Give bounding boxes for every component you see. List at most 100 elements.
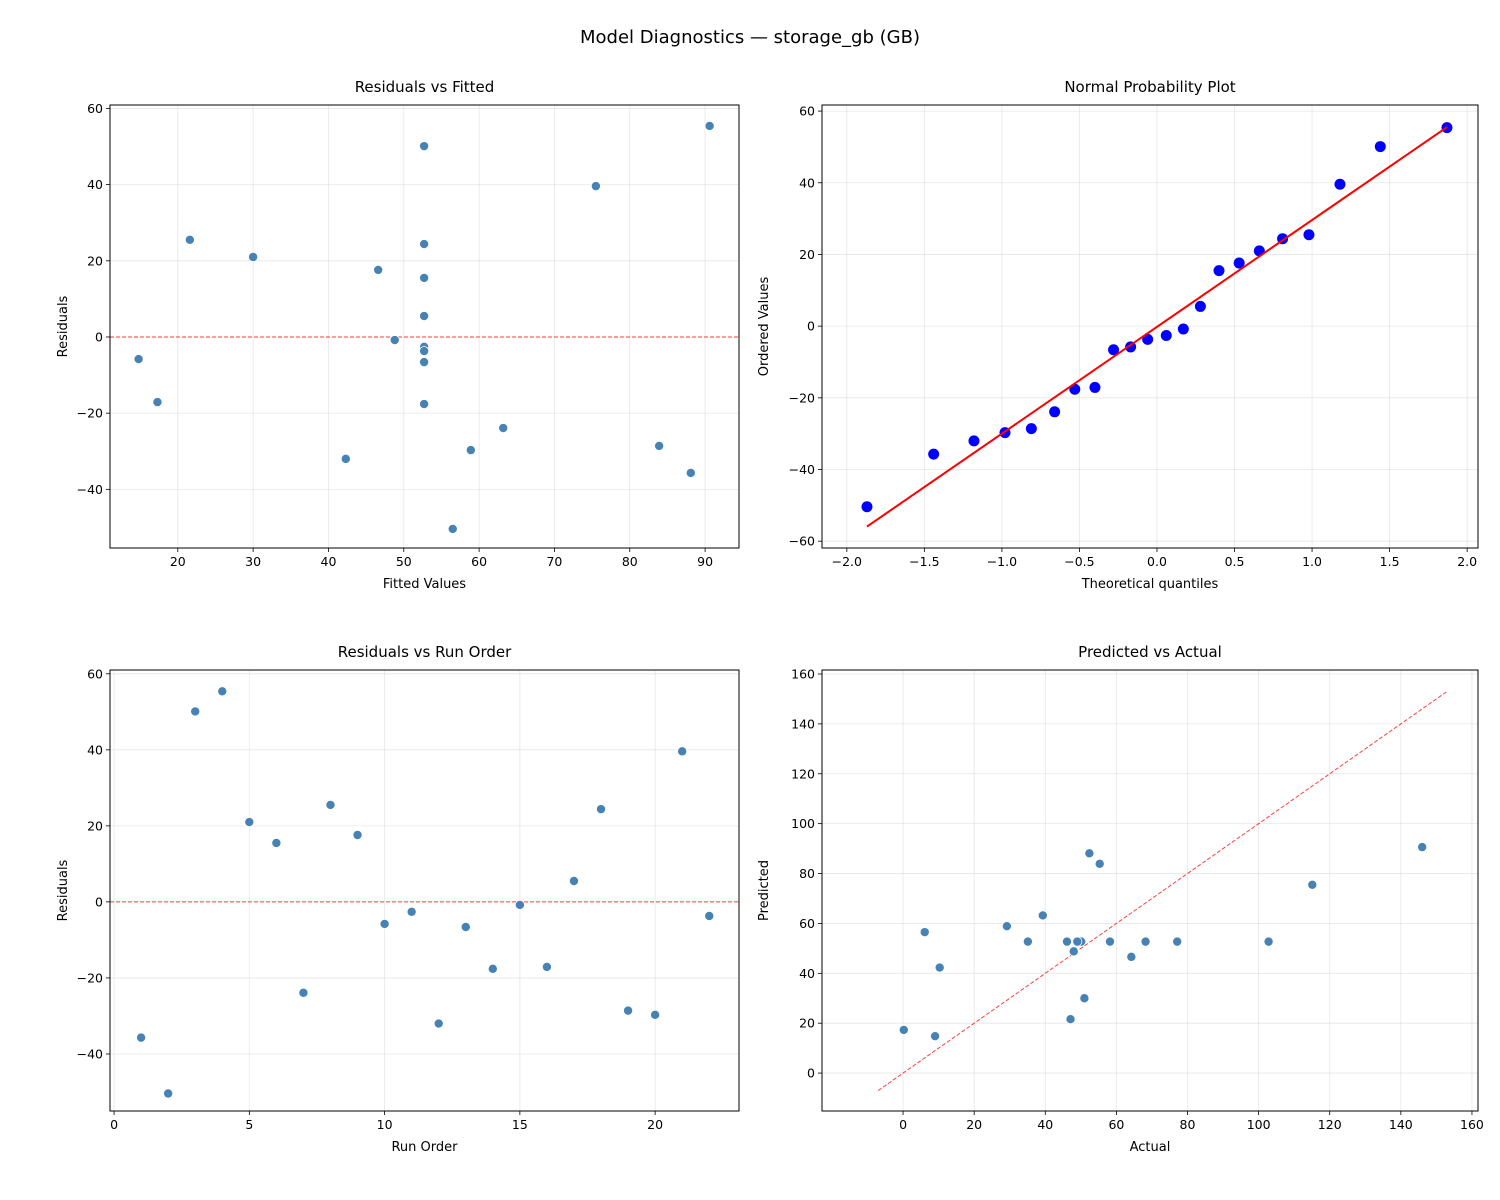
data-point [1108,344,1120,356]
x-tick-label: −2.0 [832,554,862,569]
data-point [352,829,363,840]
data-point [1094,858,1105,869]
y-tick-label: 20 [799,247,815,262]
data-point [298,987,309,998]
y-tick-label: 40 [799,966,815,981]
data-point [1049,406,1061,418]
data-point [419,272,430,283]
y-tick-label: 20 [87,818,103,833]
axes-frame [109,669,740,1112]
x-tick-label: 1.0 [1302,554,1322,569]
y-tick-label: −40 [77,1046,103,1061]
data-point [1374,141,1386,153]
data-point [1140,936,1151,947]
y-tick-label: −20 [77,406,103,421]
data-point [419,239,430,250]
identity-reference-line [877,691,1448,1091]
x-tick-label: 0 [110,1117,118,1132]
data-point [325,799,336,810]
figure-suptitle: Model Diagnostics — storage_gb (GB) [580,27,920,48]
data-point [1126,951,1137,962]
x-tick-label: 80 [622,554,638,569]
data-point [928,448,940,460]
x-axis-label: Fitted Values [383,577,466,592]
data-point [248,251,259,262]
fit-line [866,126,1448,528]
y-tick-label: 0 [807,319,815,334]
y-tick-label: 0 [95,894,103,909]
data-point [1194,300,1206,312]
y-tick-label: −20 [77,970,103,985]
x-tick-label: 20 [647,1117,663,1132]
y-tick-label: 80 [799,866,815,881]
data-point [514,899,525,910]
x-tick-label: 120 [1318,1117,1342,1132]
y-tick-label: 120 [791,766,815,781]
data-point [271,837,282,848]
data-point [685,467,696,478]
y-axis-label: Residuals [56,859,71,921]
data-point [163,1088,174,1099]
subplot-title: Predicted vs Actual [1078,643,1222,661]
data-point [460,921,471,932]
data-point [406,906,417,917]
x-tick-label: −0.5 [1064,554,1094,569]
subplot-title: Residuals vs Fitted [355,78,495,96]
data-point [1334,178,1346,190]
x-tick-label: 60 [471,554,487,569]
data-point [1072,936,1083,947]
x-tick-label: 10 [377,1117,393,1132]
x-tick-label: 50 [396,554,412,569]
data-point [1089,381,1101,393]
residuals-vs-run-order-panel: 0 5 10 15 20 −40 −20 0 20 40 60 Residuals vs Run Or… [56,643,740,1155]
x-tick-label: −1.5 [909,554,939,569]
data-point [1177,323,1189,335]
x-tick-label: 70 [546,554,562,569]
y-tick-label: 20 [799,1016,815,1031]
data-point [184,234,195,245]
data-point [1417,842,1428,853]
data-point [677,746,688,757]
x-tick-label: 20 [170,554,186,569]
data-point [654,440,665,451]
x-tick-label: 60 [1108,1117,1124,1132]
axes-frame [821,669,1479,1112]
x-tick-label: 15 [512,1117,528,1132]
data-point [1068,946,1079,957]
data-point [498,423,509,434]
data-point [379,918,390,929]
data-point [704,910,715,921]
data-point [898,1024,909,1035]
y-tick-label: 100 [791,816,815,831]
data-point [650,1009,661,1020]
residuals-vs-fitted-panel: 20 30 40 50 60 70 80 90 −40 −20 0 20 40 60 Residuals v… [56,78,740,592]
data-point [861,501,873,513]
data-point [968,435,980,447]
predicted-vs-actual-panel: 0 20 40 60 80 100 120 140 160 0 20 40 60 80 100 120 140 1… [757,643,1484,1155]
data-point [419,399,430,410]
x-tick-label: 0.5 [1225,554,1245,569]
data-point [152,397,163,408]
x-tick-label: 20 [966,1117,982,1132]
data-point [389,335,400,346]
subplot-title: Normal Probability Plot [1064,78,1235,96]
y-tick-label: 40 [799,175,815,190]
x-tick-label: 90 [697,554,713,569]
data-point [919,927,930,938]
data-point [244,817,255,828]
y-tick-label: 0 [807,1066,815,1081]
data-point [1061,936,1072,947]
y-tick-label: 60 [87,101,103,116]
data-point [433,1018,444,1029]
x-tick-label: −1.0 [987,554,1017,569]
x-tick-label: 0 [899,1117,907,1132]
y-tick-label: −60 [789,534,815,549]
data-point [541,961,552,972]
data-point [1105,936,1116,947]
y-tick-label: 0 [95,329,103,344]
data-point [1233,257,1245,269]
data-point [704,120,715,131]
x-tick-label: 0.0 [1147,554,1167,569]
data-point [590,181,601,192]
data-point [934,962,945,973]
